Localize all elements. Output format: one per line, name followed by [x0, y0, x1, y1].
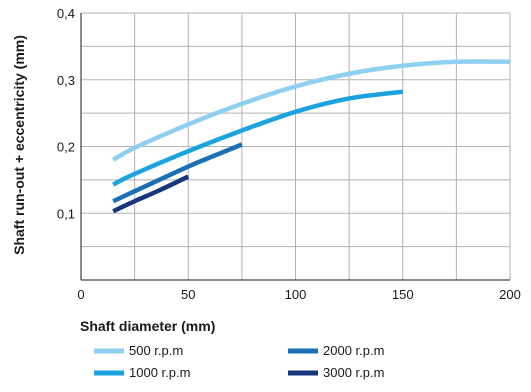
axes: 0 50 100 150 200 0,1 0,2 0,3 0,4 — [57, 6, 521, 302]
legend-label: 500 r.p.m — [129, 343, 183, 358]
x-tick-label: 200 — [499, 287, 521, 302]
series-line-3 — [112, 142, 243, 204]
legend: 500 r.p.m 1000 r.p.m 2000 r.p.m 3000 r.p.m — [94, 343, 384, 380]
x-tick-label: 50 — [181, 287, 195, 302]
x-tick-label: 100 — [285, 287, 307, 302]
series-line-4 — [112, 174, 190, 214]
series-lines — [112, 59, 511, 214]
legend-label: 2000 r.p.m — [323, 343, 384, 358]
legend-label: 3000 r.p.m — [323, 365, 384, 380]
legend-item: 2000 r.p.m — [288, 343, 384, 358]
y-tick-label: 0,3 — [57, 73, 75, 88]
series-line-2 — [112, 89, 404, 187]
series-line-1 — [112, 59, 511, 162]
y-tick-label: 0,2 — [57, 140, 75, 155]
y-tick-label: 0,4 — [57, 6, 75, 21]
legend-label: 1000 r.p.m — [129, 365, 190, 380]
legend-item: 3000 r.p.m — [288, 365, 384, 380]
x-tick-label: 150 — [392, 287, 414, 302]
x-tick-label: 0 — [77, 287, 84, 302]
y-axis-label: Shaft run-out + eccentricity (mm) — [11, 35, 27, 255]
legend-item: 1000 r.p.m — [94, 365, 190, 380]
grid — [81, 12, 511, 280]
legend-item: 500 r.p.m — [94, 343, 183, 358]
x-axis-label: Shaft diameter (mm) — [80, 318, 215, 334]
y-tick-label: 0,1 — [57, 206, 75, 221]
